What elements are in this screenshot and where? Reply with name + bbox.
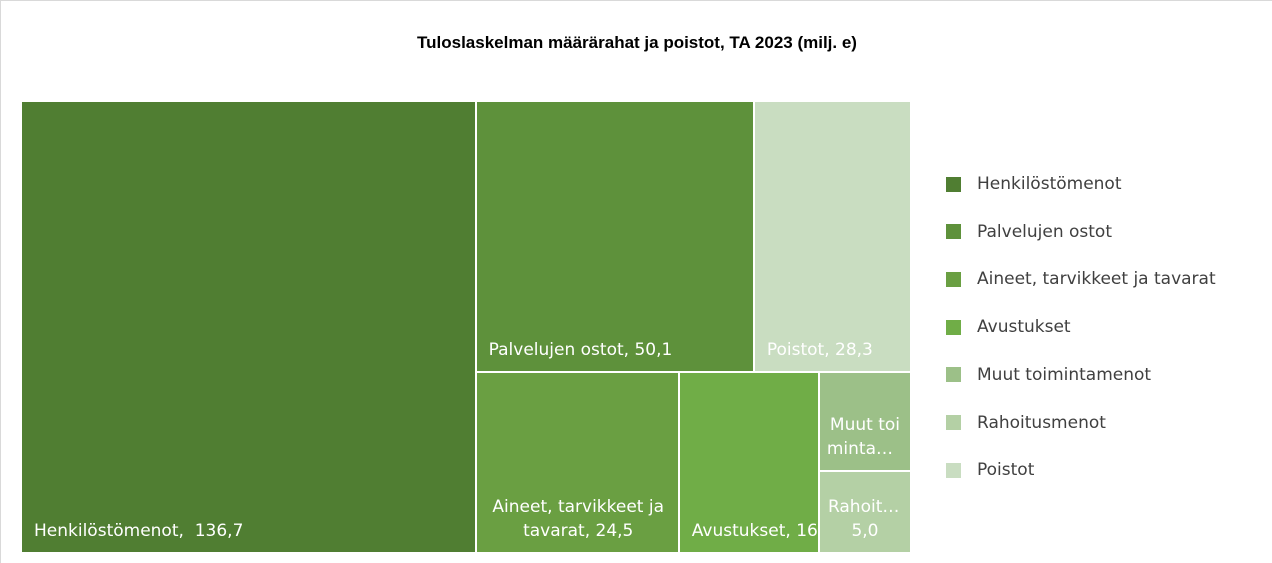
legend-label: Rahoitusmenot [977,412,1106,433]
legend-swatch [946,462,961,478]
treemap-tile: Avustukset 16,9 [678,371,819,553]
tile-category: Avustukset [691,520,786,541]
legend-item: Aineet, tarvikkeet ja tavarat [946,269,1216,289]
legend-swatch [946,271,961,287]
treemap-tile: Henkilöstömenot 136,7 [21,101,476,553]
tile-label: Rahoitusmenot5,0 [824,495,906,543]
legend-item: Rahoitusmenot [946,413,1106,433]
legend-label: Palvelujen ostot [977,221,1112,242]
separator [585,521,596,541]
separator [824,340,835,360]
tile-value-label: 50,1 [634,339,673,360]
legend-label: Avustukset [977,317,1071,338]
tile-value-label: 16,9 [796,520,818,541]
legend-item: Avustukset [946,317,1071,337]
legend-item: Poistot [946,460,1034,480]
treemap-tile: Palvelujen ostot 50,1 [475,101,754,372]
tile-category: Palvelujen ostot [488,339,624,360]
legend-label: Muut toimintamenot [977,364,1152,385]
tile-category: Rahoitusmenot [824,495,906,519]
tile-label: Henkilöstömenot 136,7 [34,519,243,543]
tile-label: Muut toimintamenot [824,413,906,461]
separator [785,521,796,541]
separator [179,521,195,541]
legend-label: Poistot [977,460,1035,481]
legend-swatch [946,367,961,383]
separator [624,340,635,360]
tile-value-label: 24,5 [595,520,634,541]
legend-swatch [946,176,961,192]
legend-item: Henkilöstömenot [946,174,1122,194]
tile-category: Henkilöstömenot [34,521,179,541]
chart-title: Tuloslaskelman määrärahat ja poistot, TA… [417,33,857,52]
legend-swatch [946,415,961,430]
treemap-tile: Aineet, tarvikkeet ja tavarat24,5 [475,371,679,553]
treemap-tile: Rahoitusmenot5,0 [818,471,911,553]
tile-value-label: 136,7 [194,521,244,541]
tile-value-label: 5,0 [851,520,879,541]
tile-category: Aineet, tarvikkeet ja tavarat [492,496,665,541]
legend-swatch [946,319,961,335]
tile-category: Poistot [766,339,825,360]
treemap-tile: Poistot 28,3 [753,101,911,372]
treemap-tile: Muut toimintamenot [818,371,911,472]
tile-label: Aineet, tarvikkeet ja tavarat24,5 [489,495,668,543]
tile-category: Muut toimintamenot [826,415,904,460]
tile-label: Poistot 28,3 [767,338,873,362]
tile-label: Avustukset 16,9 [691,519,818,543]
legend-label: Aineet, tarvikkeet ja tavarat [977,269,1216,290]
legend-item: Palvelujen ostot [946,222,1112,242]
tile-value-label: 28,3 [835,339,873,360]
tile-label: Palvelujen ostot 50,1 [489,338,673,362]
legend-swatch [946,224,961,240]
legend-item: Muut toimintamenot [946,365,1151,385]
legend-label: Henkilöstömenot [977,174,1122,194]
